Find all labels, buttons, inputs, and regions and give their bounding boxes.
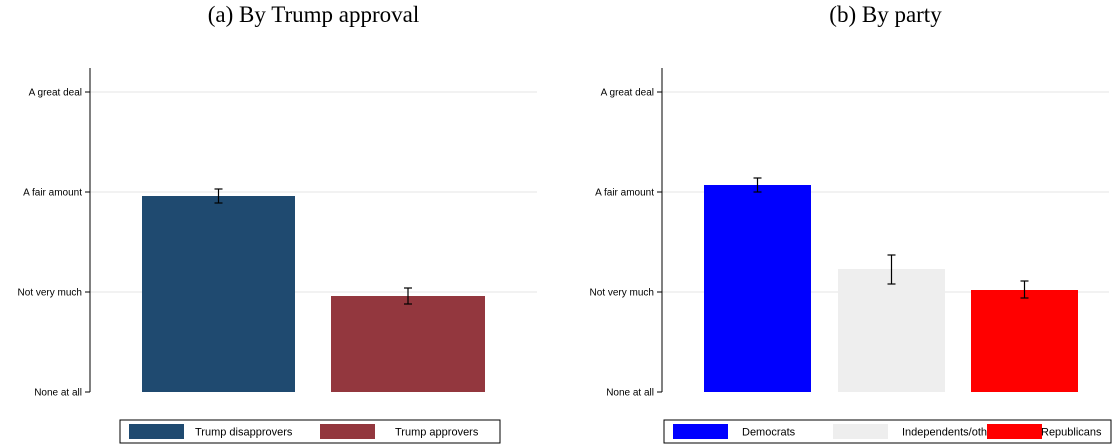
legend-label: Trump approvers <box>395 427 479 439</box>
legend-swatch <box>833 424 888 439</box>
y-tick-label: A great deal <box>29 88 82 99</box>
y-tick-label: A great deal <box>601 88 654 99</box>
panel-a-title: (a) By Trump approval <box>207 2 420 27</box>
chart-panel-1: None at all Not very much A fair amount A g… <box>18 68 537 444</box>
legend-label: Republicans <box>1041 427 1102 439</box>
legend-swatch <box>320 424 375 439</box>
legend-box <box>119 419 501 444</box>
legend-swatch <box>129 424 184 439</box>
y-tick-label: Not very much <box>590 288 654 299</box>
panel-b-title: (b) By party <box>829 2 942 27</box>
bar <box>142 196 295 392</box>
legend: Trump disapprovers Trump approvers <box>119 419 501 444</box>
y-tick-label: A fair amount <box>23 188 82 199</box>
bar <box>704 185 811 392</box>
chart-panel-2: None at all Not very much A fair amount A g… <box>590 68 1112 444</box>
y-tick-label: Not very much <box>18 288 82 299</box>
legend-swatch <box>987 424 1042 439</box>
legend: Democrats Independents/other Republicans <box>663 419 1112 444</box>
y-tick-label: None at all <box>34 388 82 399</box>
bar <box>971 290 1078 392</box>
legend-swatch <box>673 424 728 439</box>
bar <box>331 296 485 392</box>
legend-label: Trump disapprovers <box>195 427 293 439</box>
bar <box>838 269 945 392</box>
legend-label: Independents/other <box>902 427 997 439</box>
y-tick-label: None at all <box>606 388 654 399</box>
legend-label: Democrats <box>742 427 796 439</box>
y-tick-label: A fair amount <box>595 188 654 199</box>
